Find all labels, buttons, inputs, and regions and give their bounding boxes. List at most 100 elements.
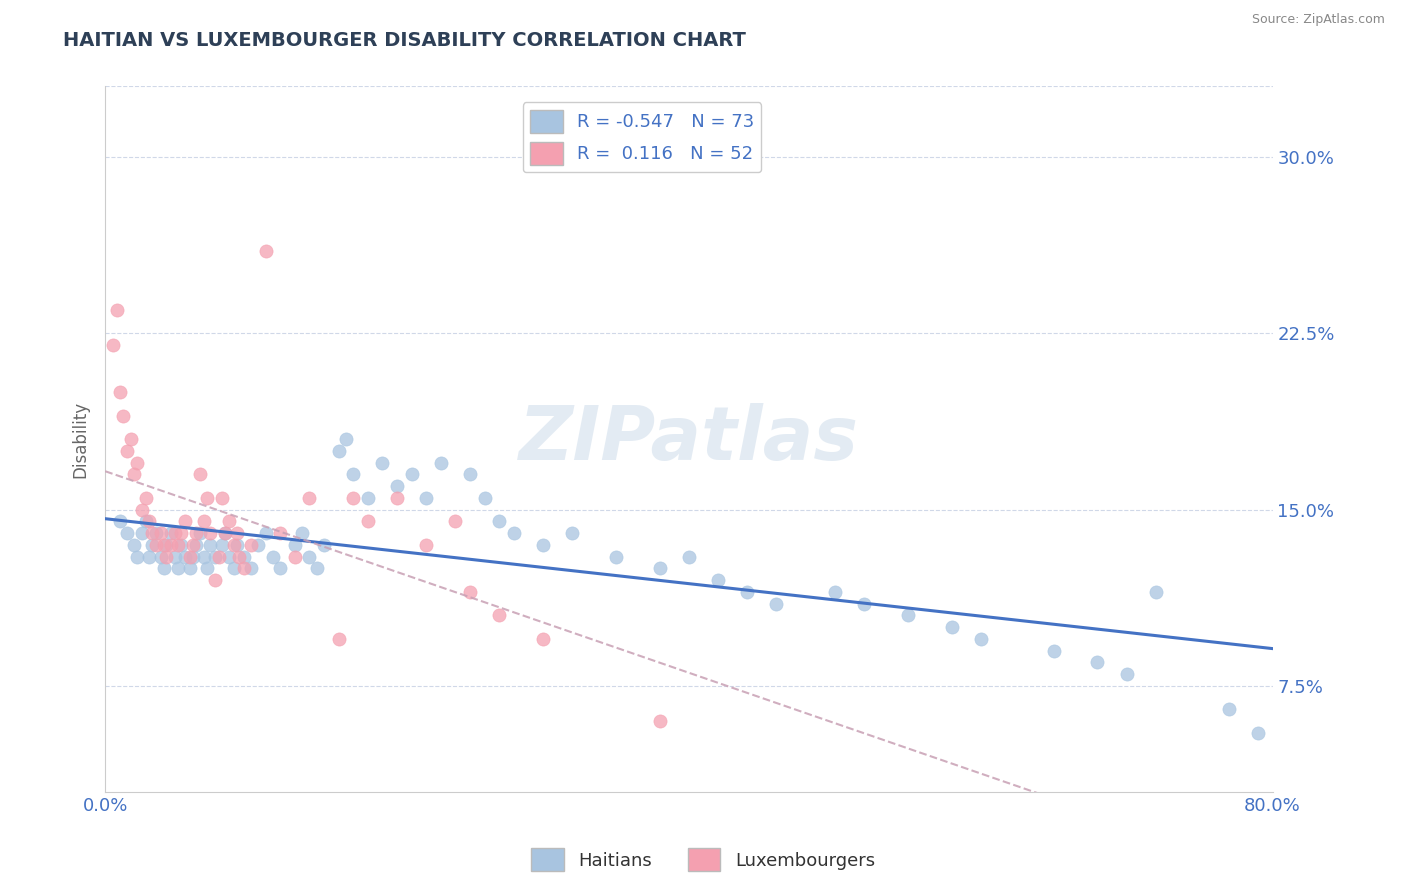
Point bbox=[135, 514, 157, 528]
Text: HAITIAN VS LUXEMBOURGER DISABILITY CORRELATION CHART: HAITIAN VS LUXEMBOURGER DISABILITY CORRE… bbox=[63, 31, 747, 50]
Point bbox=[262, 549, 284, 564]
Point bbox=[531, 632, 554, 646]
Point bbox=[167, 538, 190, 552]
Point bbox=[165, 549, 187, 564]
Point bbox=[149, 549, 172, 564]
Point bbox=[179, 561, 201, 575]
Point bbox=[254, 526, 277, 541]
Point bbox=[298, 549, 321, 564]
Point bbox=[502, 526, 524, 541]
Text: Source: ZipAtlas.com: Source: ZipAtlas.com bbox=[1251, 13, 1385, 27]
Point bbox=[211, 491, 233, 505]
Point bbox=[897, 608, 920, 623]
Point bbox=[232, 549, 254, 564]
Point bbox=[222, 561, 245, 575]
Point bbox=[200, 526, 222, 541]
Point bbox=[488, 608, 510, 623]
Point bbox=[240, 561, 263, 575]
Point bbox=[167, 561, 190, 575]
Point bbox=[415, 538, 437, 552]
Point bbox=[228, 549, 250, 564]
Point bbox=[225, 538, 247, 552]
Legend: R = -0.547   N = 73, R =  0.116   N = 52: R = -0.547 N = 73, R = 0.116 N = 52 bbox=[523, 103, 762, 172]
Point bbox=[269, 526, 291, 541]
Point bbox=[284, 538, 307, 552]
Point bbox=[269, 561, 291, 575]
Point bbox=[458, 467, 481, 482]
Point bbox=[200, 538, 222, 552]
Point bbox=[105, 302, 128, 317]
Point bbox=[145, 538, 167, 552]
Point bbox=[474, 491, 496, 505]
Point bbox=[1247, 726, 1270, 740]
Point bbox=[155, 549, 177, 564]
Point bbox=[335, 432, 357, 446]
Point bbox=[561, 526, 583, 541]
Point bbox=[648, 714, 671, 728]
Point bbox=[121, 432, 143, 446]
Point bbox=[184, 538, 207, 552]
Point bbox=[160, 526, 183, 541]
Point bbox=[193, 514, 215, 528]
Point bbox=[852, 597, 875, 611]
Point bbox=[131, 526, 153, 541]
Point bbox=[101, 338, 124, 352]
Point bbox=[531, 538, 554, 552]
Point bbox=[131, 502, 153, 516]
Point bbox=[824, 585, 846, 599]
Point bbox=[254, 244, 277, 258]
Point bbox=[124, 467, 146, 482]
Point bbox=[208, 549, 231, 564]
Point bbox=[222, 538, 245, 552]
Point bbox=[170, 538, 193, 552]
Point bbox=[342, 491, 364, 505]
Y-axis label: Disability: Disability bbox=[72, 401, 89, 477]
Point bbox=[149, 526, 172, 541]
Point bbox=[357, 491, 380, 505]
Point bbox=[314, 538, 336, 552]
Point bbox=[170, 526, 193, 541]
Text: ZIPatlas: ZIPatlas bbox=[519, 402, 859, 475]
Point bbox=[1042, 643, 1064, 657]
Point bbox=[240, 538, 263, 552]
Point bbox=[1218, 702, 1240, 716]
Point bbox=[174, 514, 197, 528]
Point bbox=[204, 573, 226, 587]
Point bbox=[195, 561, 218, 575]
Point bbox=[342, 467, 364, 482]
Point bbox=[211, 538, 233, 552]
Point bbox=[488, 514, 510, 528]
Point bbox=[138, 549, 160, 564]
Point bbox=[195, 491, 218, 505]
Point bbox=[941, 620, 963, 634]
Point bbox=[115, 443, 138, 458]
Point bbox=[181, 549, 204, 564]
Point bbox=[124, 538, 146, 552]
Point bbox=[204, 549, 226, 564]
Point bbox=[174, 549, 197, 564]
Point bbox=[218, 514, 240, 528]
Point bbox=[458, 585, 481, 599]
Point bbox=[152, 561, 174, 575]
Point bbox=[305, 561, 328, 575]
Point bbox=[284, 549, 307, 564]
Point bbox=[181, 538, 204, 552]
Point bbox=[138, 514, 160, 528]
Point bbox=[188, 467, 211, 482]
Point bbox=[225, 526, 247, 541]
Legend: Haitians, Luxembourgers: Haitians, Luxembourgers bbox=[524, 841, 882, 879]
Point bbox=[605, 549, 627, 564]
Point bbox=[193, 549, 215, 564]
Point bbox=[444, 514, 467, 528]
Point bbox=[108, 384, 131, 399]
Point bbox=[232, 561, 254, 575]
Point bbox=[145, 526, 167, 541]
Point bbox=[291, 526, 314, 541]
Point bbox=[214, 526, 236, 541]
Point bbox=[678, 549, 700, 564]
Point bbox=[247, 538, 270, 552]
Point bbox=[707, 573, 730, 587]
Point bbox=[141, 526, 163, 541]
Point bbox=[970, 632, 993, 646]
Point bbox=[328, 443, 350, 458]
